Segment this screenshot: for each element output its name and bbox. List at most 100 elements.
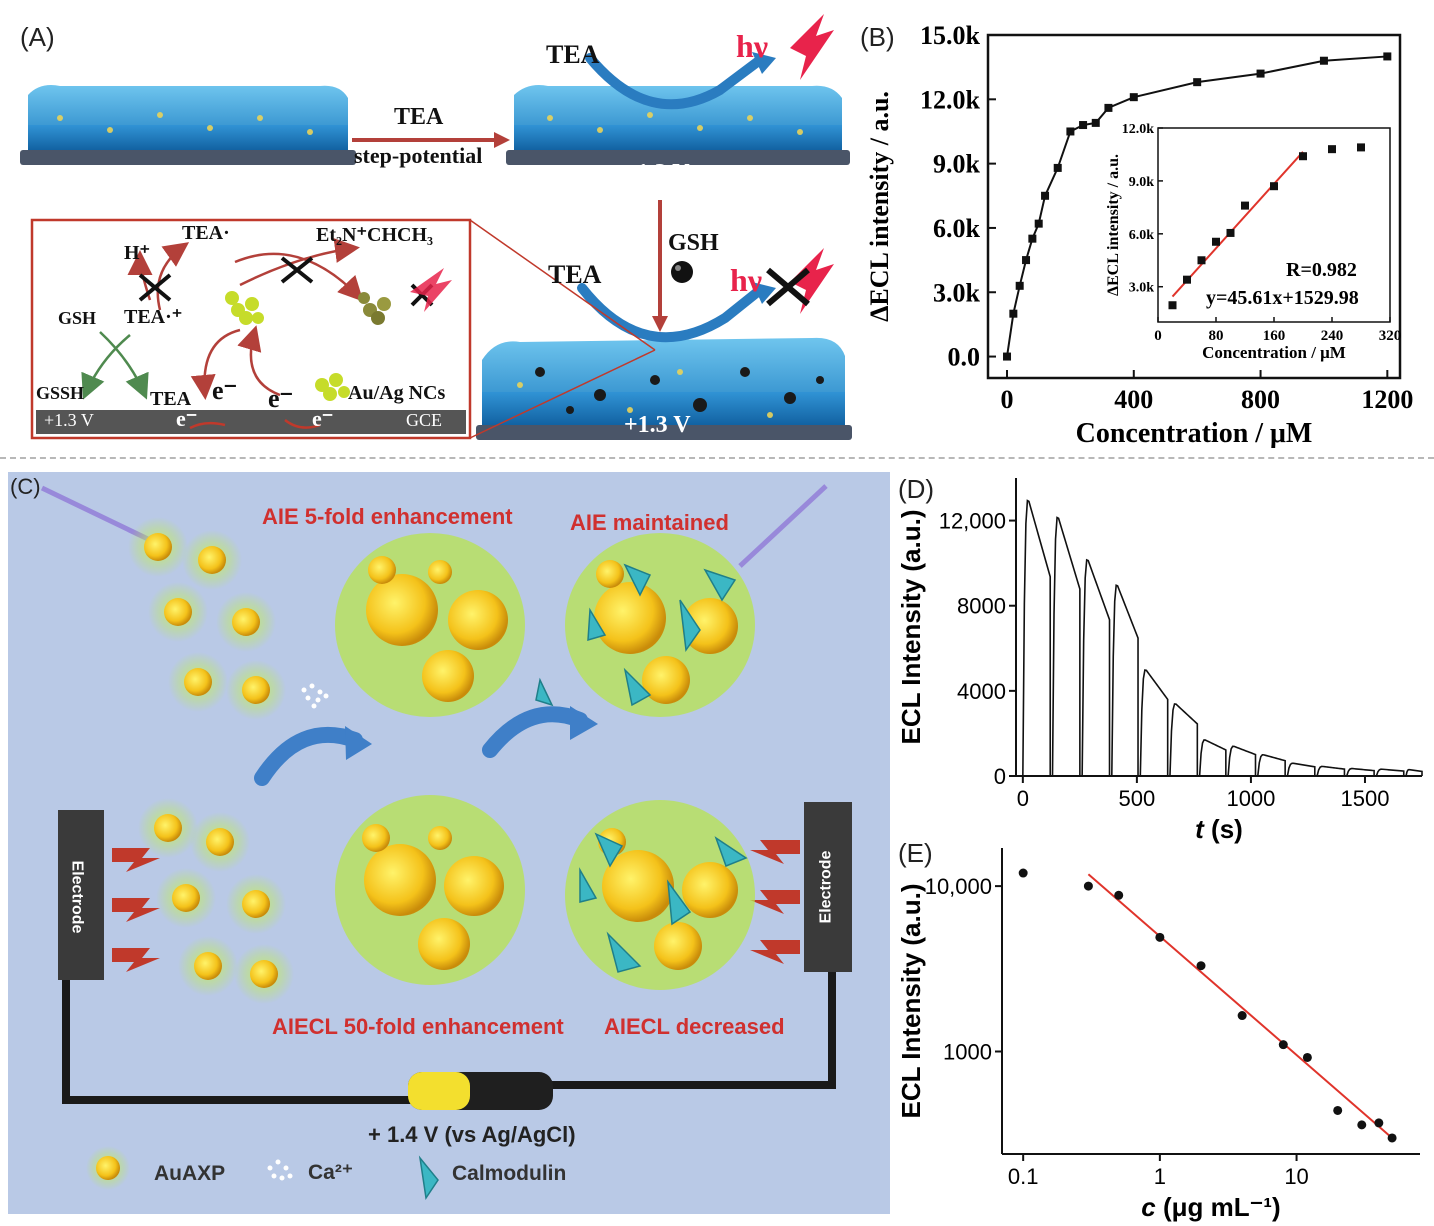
- y-axis-label: ΔECL intensity / a.u.: [865, 91, 894, 322]
- data-point: [1302, 1052, 1312, 1062]
- inset-data-point: [1328, 145, 1336, 154]
- inset-x-tick-label: 0: [1154, 328, 1162, 344]
- mech-tea-cation: TEA·⁺: [124, 306, 183, 328]
- pulse-trace: [1051, 516, 1081, 777]
- data-point: [1387, 1133, 1397, 1143]
- mech-electrode-voltage: +1.3 V: [44, 410, 94, 430]
- mech-e-1: e⁻: [212, 376, 238, 405]
- data-point: [1018, 868, 1028, 878]
- inset-x-tick-label: 240: [1321, 328, 1344, 344]
- gsh-label: GSH: [668, 230, 719, 256]
- ca-dots: [301, 683, 329, 709]
- aggregate-clusters: [335, 533, 755, 990]
- aie-5fold-label: AIE 5-fold enhancement: [262, 504, 513, 529]
- inset-data-point: [1241, 201, 1249, 210]
- x-tick-label: 1200: [1361, 385, 1413, 414]
- data-point: [1091, 118, 1100, 127]
- y-tick-label: 8000: [957, 594, 1006, 619]
- data-point: [1028, 234, 1037, 243]
- mech-gsh: GSH: [58, 308, 97, 328]
- mech-et2n: Et₂N⁺CHCH₃: [316, 224, 433, 246]
- panel-divider: [0, 457, 1434, 459]
- inset-x-tick-label: 160: [1263, 328, 1286, 344]
- data-point: [1015, 281, 1024, 290]
- y-tick-label: 6.0k: [933, 214, 981, 243]
- data-point: [1256, 69, 1265, 78]
- mech-tea-radical: TEA·: [182, 222, 230, 244]
- mech-tea: TEA: [150, 388, 192, 410]
- calmodulin-crystals: [418, 563, 748, 1201]
- x-tick-label: 0: [1017, 786, 1029, 811]
- inset-data-point: [1168, 301, 1177, 310]
- lightning-icon: [790, 14, 834, 80]
- data-point: [1278, 1040, 1288, 1050]
- y-tick-label: 12,000: [939, 509, 1006, 534]
- y-tick-label: 3.0k: [933, 278, 981, 307]
- panel-label-d: (D): [898, 474, 935, 504]
- legend-ca-label: Ca²⁺: [308, 1161, 353, 1184]
- data-point: [1129, 93, 1138, 102]
- inset-data-point: [1183, 275, 1191, 284]
- pulse-trace: [1169, 703, 1199, 777]
- x-tick-label: 400: [1114, 385, 1153, 414]
- inset-fit-line: [1171, 151, 1304, 298]
- hv-label-2: hν: [730, 262, 763, 298]
- inset-y-tick-label: 3.0k: [1129, 281, 1155, 296]
- aiecl-decreased-label: AIECL decreased: [604, 1014, 785, 1039]
- gel-slab-2: [506, 85, 850, 165]
- data-point: [1003, 352, 1012, 361]
- mech-gssh: GSSH: [36, 383, 85, 403]
- pulse-trace: [1405, 768, 1423, 777]
- nc-cluster-legend-icon: [315, 373, 350, 401]
- x-tick-label: 500: [1119, 786, 1156, 811]
- panel-label-c: (C): [10, 474, 41, 499]
- panel-label-b: (B): [860, 22, 895, 52]
- hv-label-1: hν: [736, 28, 769, 64]
- plot-frame: [986, 33, 1402, 380]
- y-tick-label: 4000: [957, 679, 1006, 704]
- panel-label-e: (E): [898, 838, 933, 868]
- arrow-label-tea: TEA: [394, 104, 444, 130]
- pulse-trace: [1286, 762, 1316, 777]
- y-axis-label: ECL Intensity (a.u.): [896, 510, 926, 745]
- aie-maintained-label: AIE maintained: [570, 510, 729, 535]
- inset-x-axis-label: Concentration / μM: [1202, 343, 1346, 362]
- nc-cluster-icon: [225, 291, 264, 325]
- inset-equation: y=45.61x+1529.98: [1206, 287, 1359, 309]
- gsh-arrow: [652, 200, 693, 332]
- panel-label-a: (A): [20, 22, 55, 52]
- x-tick-label: 0: [1001, 385, 1014, 414]
- inset-data-point: [1270, 182, 1278, 191]
- inset-y-tick-label: 9.0k: [1129, 175, 1155, 190]
- data-point: [1114, 890, 1124, 900]
- arrow-label-step: step-potential: [354, 143, 483, 168]
- data-point: [1079, 121, 1088, 130]
- y-tick-label: 0.0: [948, 343, 981, 372]
- x-axis-label: Concentration / μM: [1076, 418, 1313, 449]
- voltage-label-2: +1.3 V: [624, 412, 691, 438]
- data-point: [1009, 309, 1018, 318]
- inset-y-tick-label: 6.0k: [1129, 228, 1155, 243]
- inset-data-point: [1357, 143, 1365, 152]
- y-tick-label: 15.0k: [920, 21, 981, 50]
- legend-ca-icon: [267, 1159, 293, 1181]
- y-tick-label: 9.0k: [933, 150, 981, 179]
- cross-icon: [766, 267, 810, 307]
- pulse-trace: [1227, 745, 1257, 777]
- data-point: [1333, 1105, 1343, 1115]
- x-tick-label: 1500: [1341, 786, 1390, 811]
- y-tick-label: 10,000: [925, 874, 992, 899]
- data-point: [1034, 219, 1043, 228]
- x-tick-label: 0.1: [1008, 1164, 1039, 1189]
- pulse-trace: [1198, 739, 1227, 777]
- data-point: [1104, 103, 1113, 112]
- mech-e-2: e⁻: [268, 384, 294, 413]
- pulse-trace: [1375, 768, 1405, 777]
- legend-auaxp-label: AuAXP: [154, 1162, 226, 1185]
- y-tick-label: 1000: [943, 1039, 992, 1064]
- pulse-trace: [1345, 767, 1375, 777]
- x-tick-label: 800: [1241, 385, 1280, 414]
